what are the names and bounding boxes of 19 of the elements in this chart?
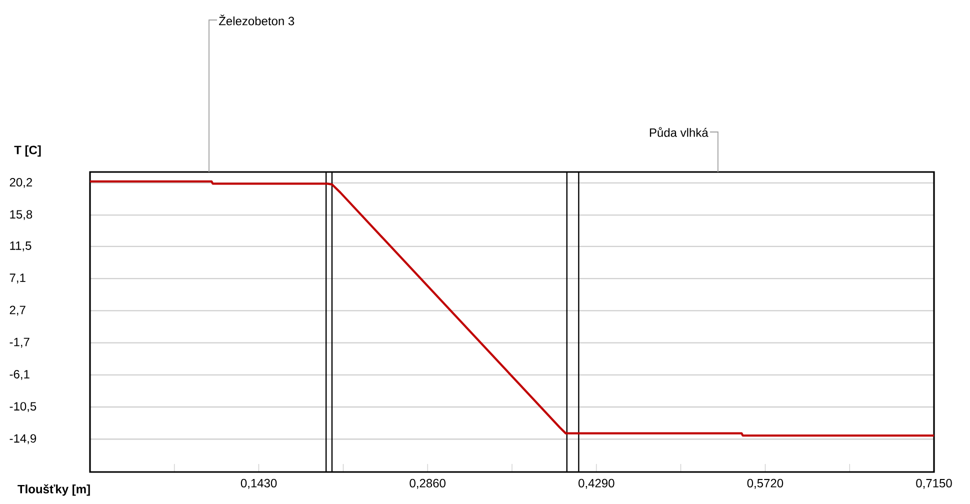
y-tick-label: 2,7 xyxy=(10,306,26,316)
x-tick-label: 0,2860 xyxy=(410,478,446,489)
y-tick-label: 7,1 xyxy=(10,274,26,284)
y-tick-label: -1,7 xyxy=(10,338,30,348)
x-axis-title: Tloušťky [m] xyxy=(18,484,90,496)
x-tick-label: 0,1430 xyxy=(240,478,277,489)
y-tick-label: 20,2 xyxy=(10,178,32,188)
line-series xyxy=(88,180,936,437)
text: Železobeton 3 xyxy=(218,14,294,26)
y-tick-label: -6,1 xyxy=(10,370,30,380)
y-tick-label: 15,8 xyxy=(10,210,32,220)
y-tick-label: -10,5 xyxy=(10,402,36,412)
x-tick-label: 0,4290 xyxy=(578,478,614,489)
x-tick-label: 0,7150 xyxy=(916,478,952,489)
y-tick-label: 11,5 xyxy=(10,242,32,252)
text: Půda vlhká xyxy=(650,127,708,137)
x-tick-label: 0,5720 xyxy=(747,478,784,489)
y-tick-label: -14,9 xyxy=(10,434,36,444)
y-axis-title: T [C] xyxy=(14,145,41,157)
